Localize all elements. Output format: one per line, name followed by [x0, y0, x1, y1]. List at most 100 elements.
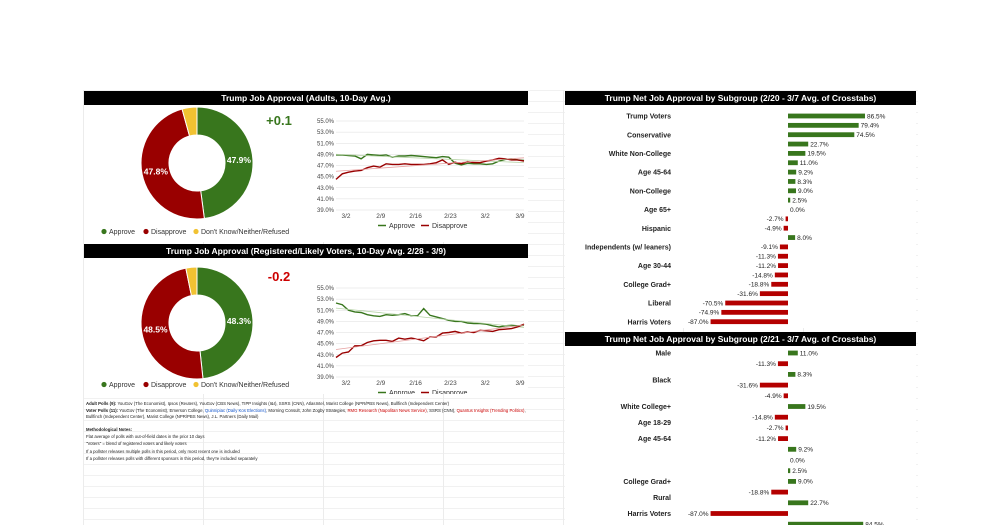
y-tick-label: 47.0% — [317, 331, 335, 337]
category-label: Age 65+ — [644, 207, 671, 214]
method-note-4: If a pollster releases polls with differ… — [86, 455, 258, 461]
bar — [783, 225, 788, 231]
bar — [788, 372, 796, 377]
y-tick-label: 43.0% — [317, 186, 335, 192]
category-label: Harris Voters — [628, 319, 672, 326]
donut-slice-label: 47.9% — [227, 155, 252, 165]
bar — [788, 141, 809, 147]
category-label: Age 18-29 — [638, 420, 671, 427]
bar — [774, 272, 788, 278]
bar-value-label: -18.8% — [749, 489, 770, 496]
adults-donut-chart: 47.9% 47.8% — [140, 106, 254, 220]
subgroup-panel-1: Trump Net Job Approval by Subgroup (2/20… — [565, 91, 916, 328]
y-tick-label: 41.0% — [317, 364, 335, 370]
subgroup-1-bars: 86.5% 79.4% 74.5% 22.7% 19.5% 11.0% 9.2% 8.3% 9.… — [585, 113, 886, 326]
line-legend-label: Approve — [389, 390, 415, 394]
bar — [788, 160, 798, 166]
bar-value-label: 9.2% — [798, 447, 813, 454]
bar — [785, 216, 788, 222]
adult-polls-title: Adult Polls (9): — [86, 401, 117, 406]
subgroup-1-title: Trump Net Job Approval by Subgroup (2/20… — [565, 91, 916, 105]
bar-value-label: -31.6% — [737, 382, 758, 389]
bar-value-label: -87.0% — [688, 511, 709, 518]
bar — [788, 169, 797, 175]
x-tick-label: 2/16 — [409, 213, 422, 220]
voter-polls-text-c: , SSRS (CNN), — [426, 408, 457, 414]
bar-value-label: -14.8% — [752, 415, 773, 422]
x-tick-label: 2/9 — [376, 213, 385, 220]
voters-line-chart: 55.0% 53.0% 51.0% 49.0% 47.0% 45.0% 43.0% 41.0%… — [317, 286, 525, 394]
bar — [788, 179, 796, 184]
bar-value-label: -4.9% — [765, 226, 782, 233]
bar — [788, 113, 865, 119]
bar — [710, 319, 788, 325]
x-tick-label: 3/2 — [341, 213, 350, 220]
bar-value-label: -14.8% — [752, 272, 773, 279]
methodology-notes: Adult Polls (9): YouGov (The Economist),… — [86, 401, 526, 463]
x-tick-label: 2/23 — [444, 213, 457, 220]
bar-value-label: -2.7% — [767, 425, 784, 432]
bar-value-label: 19.5% — [807, 404, 826, 411]
bar-value-label: 11.0% — [800, 350, 818, 357]
voter-polls-text-a: YouGov (The Economist), Emerson College, — [118, 408, 205, 414]
series-line-approve — [336, 153, 525, 166]
bar-value-label: 86.5% — [867, 113, 886, 120]
category-label: Conservative — [627, 132, 671, 139]
trendline-approve — [335, 307, 525, 328]
bar-value-label: 2.5% — [792, 468, 807, 475]
quantus-note: Quantus Insights (Trending Politics) — [456, 408, 525, 414]
donut-slice-label: 47.8% — [144, 166, 169, 176]
bar-value-label: 9.0% — [798, 479, 813, 486]
bar-value-label: 8.0% — [797, 235, 812, 242]
donut-slice-don-t-know-neither-refused — [181, 106, 198, 137]
category-label: College Grad+ — [623, 282, 671, 289]
trendline-disapprove — [335, 324, 525, 350]
category-label: Rural — [653, 495, 671, 502]
bar — [788, 188, 797, 194]
adults-approval-panel: Trump Job Approval (Adults, 10-Day Avg.)… — [84, 91, 528, 242]
y-tick-label: 45.0% — [317, 175, 335, 181]
legend-swatch — [143, 381, 149, 388]
category-label: Age 45-64 — [638, 436, 671, 443]
category-label: Harris Voters — [628, 511, 672, 518]
bar — [785, 425, 788, 431]
legend-swatch — [143, 228, 149, 235]
bar — [788, 479, 797, 484]
adults-panel-title: Trump Job Approval (Adults, 10-Day Avg.) — [84, 91, 528, 105]
y-tick-label: 41.0% — [317, 197, 335, 203]
donut-slice-disapprove — [140, 108, 205, 220]
y-tick-label: 51.0% — [317, 141, 335, 147]
y-tick-label: 49.0% — [317, 152, 335, 158]
bar-value-label: 2.5% — [792, 197, 807, 204]
bar-value-label: 0.0% — [790, 207, 805, 214]
bar-value-label: -11.3% — [756, 361, 776, 368]
legend-label: Don't Know/Neither/Refused — [201, 229, 289, 236]
bar — [777, 361, 788, 367]
bar-value-label: 22.7% — [810, 500, 829, 507]
donut-slice-label: 48.3% — [227, 316, 252, 326]
voters-approval-panel: Trump Job Approval (Registered/Likely Vo… — [84, 244, 528, 394]
x-tick-label: 2/16 — [409, 380, 422, 387]
adults-net-value: +0.1 — [266, 113, 292, 128]
x-tick-label: 2/9 — [376, 380, 385, 387]
bar — [788, 350, 798, 356]
bar-value-label: 9.2% — [798, 169, 813, 176]
bar-value-label: 0.0% — [790, 457, 805, 464]
bar-value-label: 8.3% — [797, 179, 812, 186]
donut-slice-approve — [196, 266, 254, 380]
voter-polls-text-d: , Bullfinch (Independent Center), Marist… — [86, 408, 526, 419]
donut-slice-approve — [196, 106, 254, 220]
quinnipiac-link[interactable]: Quinnipiac (Daily Kos Elections) — [204, 408, 266, 414]
voters-donut-legend: Approve Disapprove Don't Know/Neither/Refu… — [101, 381, 289, 389]
bar — [788, 468, 791, 474]
method-note-3: If a pollster releases multiple polls in… — [86, 448, 240, 454]
subgroup-1-svg: 86.5% 79.4% 74.5% 22.7% 19.5% 11.0% 9.2% 8.3% 9.… — [585, 113, 886, 326]
bar — [788, 132, 855, 138]
bar — [788, 151, 806, 156]
donut-slice-disapprove — [140, 267, 204, 380]
bar — [759, 291, 788, 297]
voters-net-value: -0.2 — [268, 269, 290, 284]
bar-value-label: -11.2% — [756, 436, 776, 443]
bar — [788, 197, 791, 203]
y-tick-label: 53.0% — [317, 297, 335, 303]
